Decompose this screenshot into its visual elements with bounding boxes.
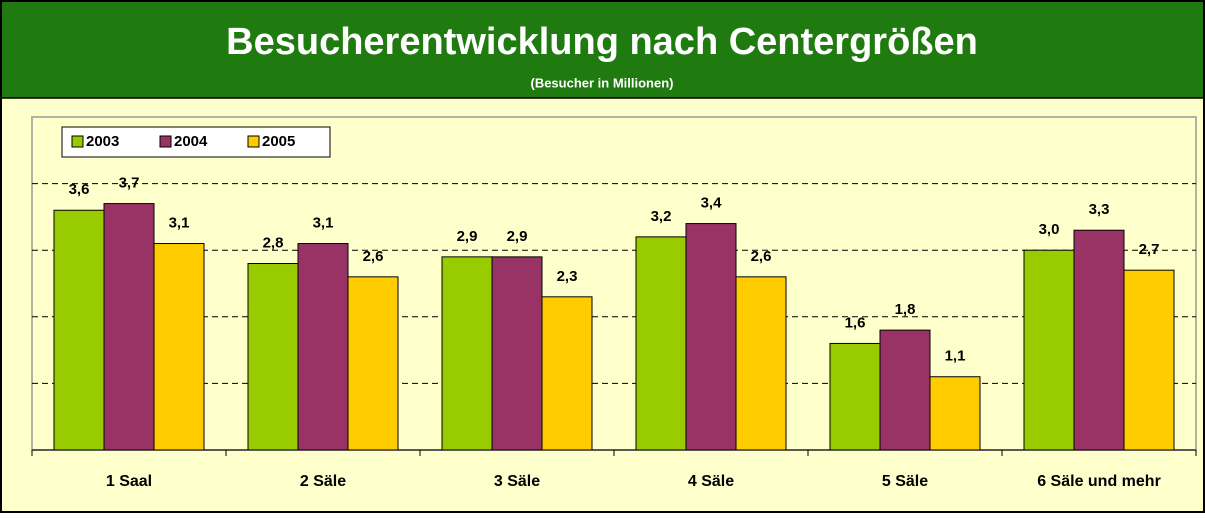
header-band (2, 2, 1203, 98)
value-label: 2,3 (557, 268, 578, 285)
x-tick-label: 3 Säle (494, 473, 540, 490)
bar (1023, 249, 1075, 451)
bar (685, 223, 737, 451)
bar (829, 342, 881, 451)
x-tick-label: 1 Saal (106, 473, 152, 490)
bar (491, 256, 543, 451)
value-label: 3,1 (169, 215, 190, 232)
value-label: 1,6 (845, 314, 866, 331)
legend-box (61, 126, 331, 158)
legend-label: 2005 (262, 133, 295, 150)
x-tick-label: 6 Säle und mehr (1037, 473, 1161, 490)
value-label: 2,9 (507, 228, 528, 245)
x-tick-label: 2 Säle (300, 473, 346, 490)
value-label: 1,1 (945, 348, 966, 365)
legend-swatch (247, 135, 260, 148)
value-label: 2,8 (263, 234, 284, 251)
value-label: 3,1 (313, 215, 334, 232)
legend-swatch (159, 135, 172, 148)
legend-label: 2003 (86, 133, 119, 150)
value-label: 1,8 (895, 301, 916, 318)
bar (929, 376, 981, 451)
value-label: 2,6 (751, 248, 772, 265)
bar (247, 263, 299, 451)
bar (541, 296, 593, 451)
value-label: 3,2 (651, 208, 672, 225)
chart-title: Besucherentwicklung nach Centergrößen (226, 21, 978, 63)
value-label: 3,6 (69, 181, 90, 198)
value-label: 3,3 (1089, 201, 1110, 218)
legend-label: 2004 (174, 133, 208, 150)
bar (297, 243, 349, 451)
value-label: 2,7 (1139, 241, 1160, 258)
value-label: 2,6 (363, 248, 384, 265)
bar (53, 209, 105, 451)
bar (635, 236, 687, 451)
bar (1123, 269, 1175, 451)
value-label: 3,4 (701, 195, 723, 212)
bar (441, 256, 493, 451)
value-label: 3,0 (1039, 221, 1060, 238)
bar (1073, 229, 1125, 451)
bar (153, 243, 205, 451)
legend-swatch (71, 135, 84, 148)
chart-subtitle: (Besucher in Millionen) (530, 75, 673, 90)
bar (347, 276, 399, 451)
bar (735, 276, 787, 451)
bar (879, 329, 931, 451)
value-label: 2,9 (457, 228, 478, 245)
x-tick-label: 4 Säle (688, 473, 734, 490)
bar (103, 203, 155, 451)
value-label: 3,7 (119, 175, 140, 192)
x-tick-label: 5 Säle (882, 473, 928, 490)
